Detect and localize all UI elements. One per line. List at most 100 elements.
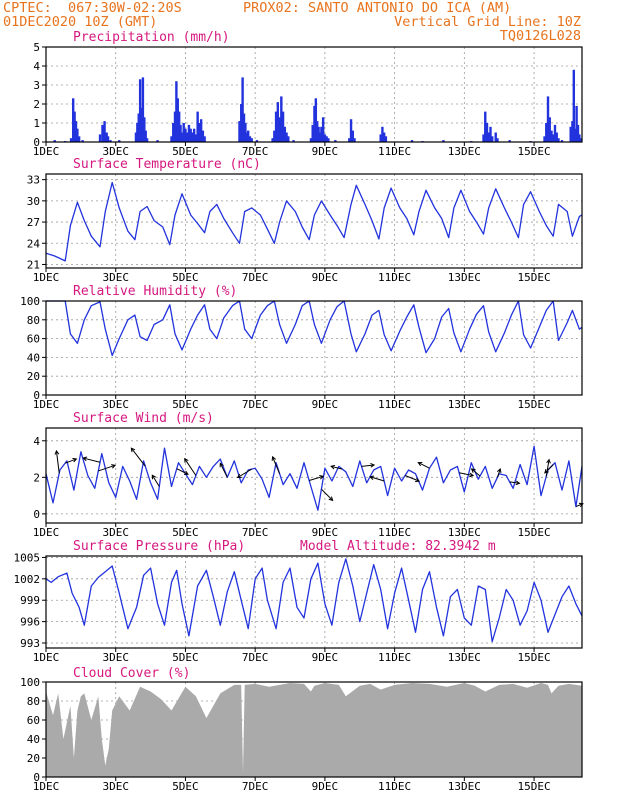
precip-bar	[134, 132, 138, 142]
precip-bar	[199, 119, 203, 142]
wind-arrow-head	[183, 470, 189, 475]
header-model-id: TQ0126L028	[499, 28, 581, 44]
wind-arrow-head	[319, 475, 325, 480]
header-init-date: 01DEC2020 10Z (GMT)	[3, 14, 158, 30]
y-tick-label: 80	[27, 695, 40, 708]
precip-bar	[203, 136, 206, 142]
precip-bar	[285, 132, 288, 142]
cloud-cover-area	[46, 683, 582, 777]
precip-bar	[71, 98, 75, 142]
precip-bar	[508, 140, 511, 142]
wind-arrow	[176, 468, 189, 475]
precip-bar	[351, 130, 354, 142]
wind-arrow-head	[219, 462, 224, 468]
precip-bar	[485, 123, 489, 142]
wind-arrow-head	[415, 477, 421, 483]
y-tick-label: 999	[20, 594, 40, 607]
y-tick-label: 5	[33, 41, 40, 54]
wind-arrow-head	[470, 468, 476, 473]
x-tick-label: 9DEC	[312, 780, 339, 793]
model-altitude-label: Model Altitude: 82.3942 m	[300, 539, 496, 554]
precip-bar	[546, 96, 550, 142]
x-tick-label: 9DEC	[312, 526, 339, 539]
precip-bar	[292, 140, 295, 142]
panel-title: Surface Temperature (nC)	[73, 157, 261, 172]
precip-bar	[198, 123, 201, 142]
y-tick-label: 60	[27, 333, 40, 346]
y-tick-label: 21	[27, 258, 40, 271]
precip-bar	[382, 132, 386, 142]
wind-arrow	[361, 464, 375, 467]
x-tick-label: 9DEC	[312, 398, 339, 411]
x-tick-label: 13DEC	[448, 651, 481, 664]
precip-bar	[173, 111, 177, 142]
series-line	[45, 558, 583, 643]
y-tick-label: 60	[27, 714, 40, 727]
wind-arrow-head	[417, 461, 423, 467]
wind-arrow	[237, 468, 252, 478]
x-tick-label: 11DEC	[378, 398, 411, 411]
wind-arrow-head	[54, 449, 60, 455]
x-tick-label: 7DEC	[242, 271, 269, 284]
precip-bar	[579, 138, 582, 142]
precip-bar	[482, 134, 485, 142]
series-line	[45, 445, 583, 511]
wind-arrow-head	[271, 455, 277, 461]
precip-bar	[81, 140, 84, 142]
precip-bar	[552, 134, 555, 142]
x-tick-label: 13DEC	[448, 271, 481, 284]
x-tick-label: 3DEC	[102, 145, 129, 158]
wind-arrow	[459, 472, 474, 477]
x-tick-label: 5DEC	[172, 651, 199, 664]
precip-bar	[569, 126, 572, 142]
precip-bar	[106, 136, 110, 142]
x-tick-label: 1DEC	[33, 398, 60, 411]
x-tick-label: 3DEC	[102, 271, 129, 284]
y-tick-label: 993	[20, 637, 40, 650]
precip-bar	[241, 77, 244, 142]
precip-bar	[245, 132, 249, 142]
wind-arrow-head	[151, 474, 157, 480]
wind-arrow-head	[184, 457, 189, 463]
panel-5: 993 996 999 1002 1005 1DEC 3DEC 5DEC 7DEC 9DEC 11D…	[14, 539, 583, 664]
precip-bar	[283, 126, 287, 142]
wind-arrow	[321, 488, 333, 501]
x-tick-label: 5DEC	[172, 271, 199, 284]
y-tick-label: 2	[33, 471, 40, 484]
x-tick-label: 1DEC	[33, 651, 60, 664]
precip-bar	[180, 132, 184, 142]
x-tick-label: 5DEC	[172, 398, 199, 411]
wind-arrow-head	[369, 475, 375, 480]
wind-arrow	[98, 464, 116, 472]
wind-arrow-head	[469, 472, 475, 478]
panel-title: Surface Wind (m/s)	[73, 411, 214, 426]
x-tick-label: 13DEC	[448, 780, 481, 793]
precip-bar	[410, 140, 414, 142]
precip-bar	[175, 81, 178, 142]
panel-2: 21 24 27 30 33 1DEC 3DEC 5DEC 7DEC 9DEC 11DEC 13DEC…	[27, 157, 583, 284]
precip-bar	[101, 124, 104, 142]
precip-bar	[325, 136, 328, 142]
precip-bar	[194, 134, 198, 142]
precip-bar	[191, 132, 194, 142]
panel-title: Cloud Cover (%)	[73, 666, 190, 681]
y-tick-label: 0	[33, 389, 40, 402]
precip-bar	[545, 123, 548, 142]
x-tick-label: 13DEC	[448, 398, 481, 411]
panel-frame	[45, 681, 583, 778]
precip-bar	[77, 136, 81, 142]
precip-bar	[118, 140, 121, 142]
y-tick-label: 40	[27, 351, 40, 364]
x-tick-label: 13DEC	[448, 526, 481, 539]
wind-arrow	[64, 458, 77, 464]
y-tick-label: 30	[27, 195, 40, 208]
precip-bar	[348, 138, 351, 142]
precip-bar	[442, 140, 445, 142]
panel-title: Surface Pressure (hPa)	[73, 539, 245, 554]
precip-bar	[156, 140, 159, 142]
precip-bar	[238, 121, 241, 142]
x-tick-label: 7DEC	[242, 526, 269, 539]
panel-frame	[45, 173, 583, 269]
y-tick-label: 80	[27, 314, 40, 327]
